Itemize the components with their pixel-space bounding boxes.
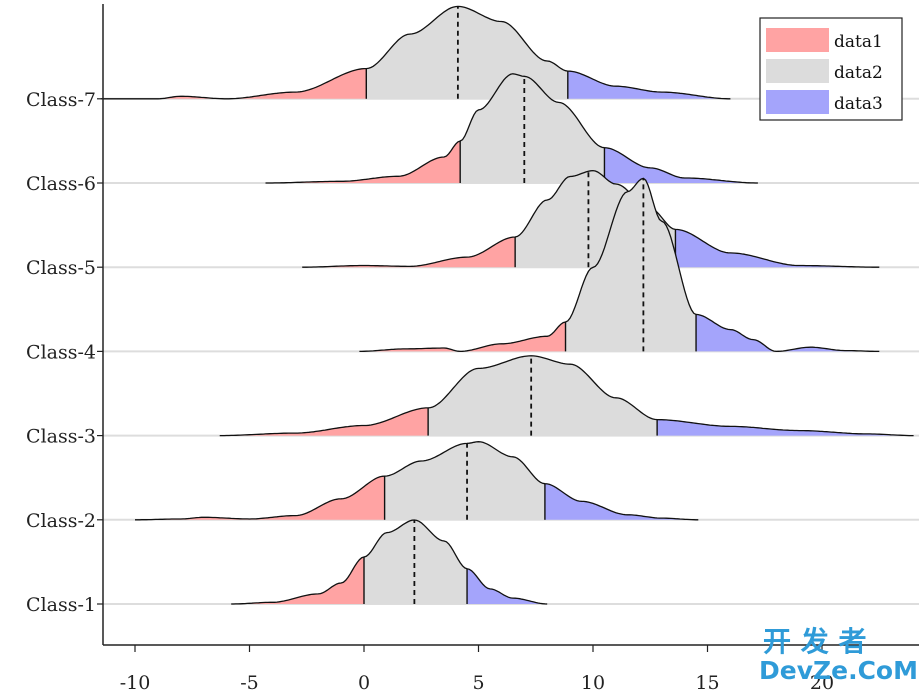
ridge-outline — [265, 73, 758, 184]
legend-swatch-data2 — [766, 59, 829, 83]
ridge-segment-data3 — [604, 147, 758, 183]
ridge-segment-data3 — [675, 229, 880, 268]
axes-layer — [102, 4, 919, 646]
legend-label-data2: data2 — [834, 63, 883, 83]
ridge-segment-data3 — [657, 419, 914, 436]
ridge-class-2 — [135, 441, 699, 521]
y-tick-label-class-2: Class-2 — [26, 510, 96, 532]
legend-swatch-data1 — [766, 28, 829, 52]
watermark-chinese: 开 发 者 — [763, 625, 867, 658]
ridge-segment-data2 — [460, 73, 605, 183]
x-tick-label: -10 — [120, 672, 151, 693]
x-tick-label: 5 — [472, 672, 484, 693]
y-tick-label-class-3: Class-3 — [26, 426, 96, 448]
ridge-segment-data2 — [364, 520, 467, 604]
watermark: 开 发 者 DevZe.CoM — [759, 625, 918, 685]
y-tick-label-class-5: Class-5 — [26, 257, 96, 279]
ridge-class-1 — [231, 519, 548, 605]
ridge-segment-data1 — [302, 237, 516, 268]
ridge-segment-data1 — [359, 322, 566, 352]
ridge-segment-data3 — [696, 314, 880, 352]
ridge-class-3 — [219, 355, 914, 437]
ridge-segment-data3 — [567, 71, 731, 99]
y-tick-label-class-7: Class-7 — [26, 89, 96, 111]
ridge-outline — [302, 169, 880, 268]
ridge-segment-data2 — [428, 355, 658, 436]
ridge-segment-data2 — [565, 178, 696, 352]
ridge-segment-data3 — [467, 568, 548, 604]
ridge-outline — [135, 441, 699, 521]
y-tick-label-class-4: Class-4 — [26, 341, 96, 363]
legend-label-data1: data1 — [834, 32, 883, 52]
ridge-segment-data1 — [231, 557, 364, 604]
x-tick-label: 0 — [358, 672, 370, 693]
x-tick-label: -5 — [240, 672, 259, 693]
ridge-outline — [100, 5, 731, 100]
ridge-class-4 — [359, 177, 880, 353]
ridge-segment-data1 — [135, 476, 385, 520]
ridge-class-6 — [265, 73, 758, 184]
ridge-segment-data1 — [265, 141, 461, 183]
x-tick-label: 10 — [581, 672, 605, 693]
watermark-english: DevZe.CoM — [759, 656, 918, 685]
ridge-class-5 — [302, 169, 880, 268]
y-tick-label-class-1: Class-1 — [26, 594, 96, 616]
ridge-class-7 — [100, 5, 731, 100]
ticks-layer: Class-1 Class-2 Class-3 Class-4 Class-5 Class… — [26, 89, 834, 693]
ridge-segment-data2 — [384, 441, 545, 520]
ridge-outline — [231, 519, 548, 605]
ridges-layer — [100, 5, 914, 605]
x-tick-label: 20 — [810, 672, 834, 693]
ridge-outline — [219, 355, 914, 437]
ridge-segment-data1 — [100, 68, 367, 99]
legend: data1 data2 data3 — [759, 17, 903, 121]
x-tick-label: 15 — [695, 672, 719, 693]
ridge-segment-data3 — [544, 483, 699, 520]
ridge-outline — [359, 177, 880, 353]
legend-label-data3: data3 — [834, 94, 883, 114]
legend-swatch-data3 — [766, 90, 829, 114]
y-tick-label-class-6: Class-6 — [26, 173, 96, 195]
ridge-segment-data1 — [219, 407, 429, 436]
